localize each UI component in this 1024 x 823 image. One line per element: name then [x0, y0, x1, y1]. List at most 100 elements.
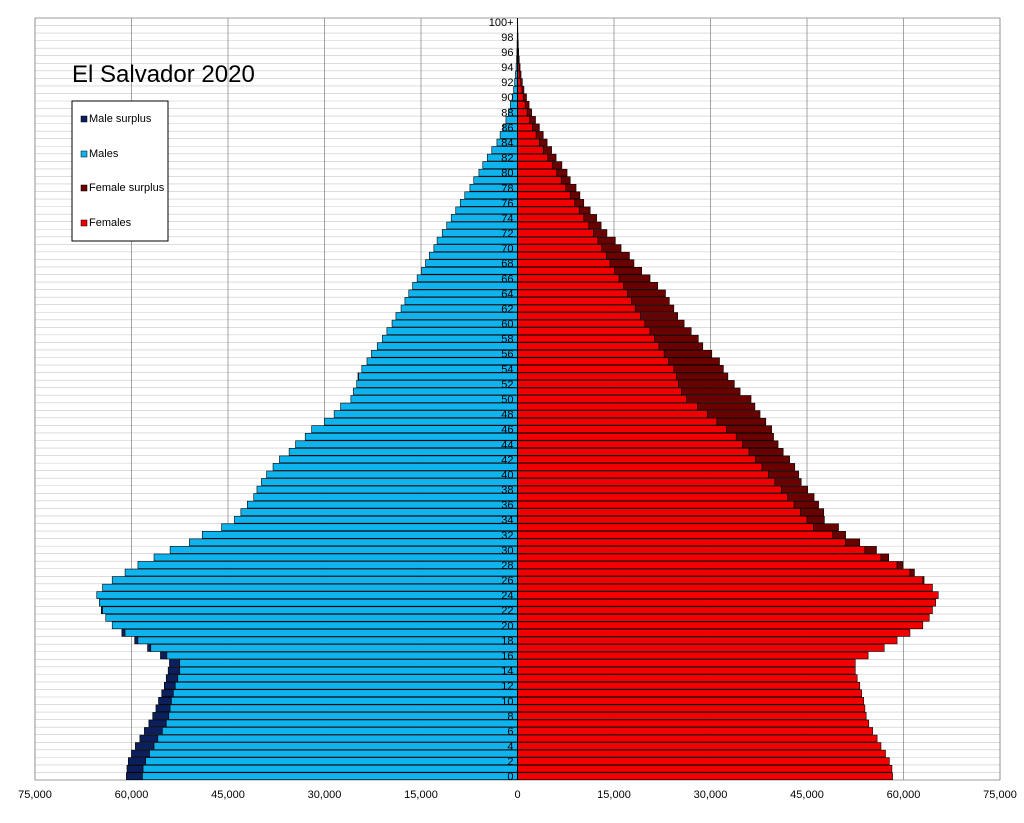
bar-male: [324, 417, 518, 426]
bar-male: [142, 772, 518, 780]
age-label: 14: [501, 666, 513, 678]
bar-female: [517, 629, 911, 637]
bar-male-surplus: [126, 772, 143, 780]
bar-female: [517, 712, 867, 720]
bar-female: [517, 282, 624, 290]
bar-female-surplus: [780, 485, 808, 494]
bar-male: [96, 591, 518, 599]
bar-male: [240, 508, 518, 516]
bar-male: [279, 455, 518, 464]
bar-male-surplus: [148, 719, 167, 728]
bar-female-surplus: [521, 85, 525, 94]
bar-male: [105, 614, 518, 622]
age-label: 42: [501, 454, 513, 466]
legend-box: [71, 100, 169, 242]
bar-male: [358, 372, 518, 381]
age-label: 20: [501, 620, 513, 632]
bar-female: [517, 432, 737, 441]
bar-female: [517, 199, 576, 207]
bar-male: [102, 606, 518, 615]
bar-female-surplus: [845, 538, 861, 547]
bar-female-surplus: [601, 244, 622, 252]
bar-female-surplus: [574, 199, 585, 207]
bar-female-surplus: [896, 561, 904, 569]
age-label: 98: [501, 32, 513, 44]
legend-swatch-female-surplus: [80, 184, 88, 192]
x-tick-label: 30,000: [308, 789, 342, 801]
bar-male: [361, 365, 518, 373]
bar-male: [179, 666, 518, 675]
bar-female-surplus: [681, 387, 741, 396]
bar-male: [340, 402, 518, 411]
bar-male: [171, 697, 518, 705]
age-label: 82: [501, 153, 513, 165]
bar-female: [517, 734, 878, 743]
bar-male-surplus: [139, 734, 159, 743]
bar-male: [124, 629, 518, 637]
bar-male-surplus: [152, 712, 170, 720]
bar-female-surplus: [551, 161, 563, 169]
age-label: 76: [501, 198, 513, 210]
bar-female: [517, 568, 911, 577]
bar-female: [517, 689, 862, 698]
age-label: 86: [501, 122, 513, 134]
bar-male: [189, 538, 518, 547]
age-label: 88: [501, 107, 513, 119]
x-tick-label: 0: [514, 789, 520, 801]
bar-female: [517, 614, 930, 622]
bar-female: [517, 621, 924, 630]
bar-female: [517, 591, 939, 599]
bar-male: [266, 470, 518, 479]
bar-male: [400, 304, 518, 313]
age-label: 50: [501, 394, 513, 406]
age-label: 8: [507, 711, 513, 723]
age-label: 74: [501, 213, 513, 225]
bar-male: [386, 327, 518, 335]
bar-male: [177, 674, 518, 682]
bar-female-surplus: [565, 183, 577, 192]
bar-male-surplus: [134, 636, 139, 645]
age-label: 18: [501, 635, 513, 647]
bar-female-surplus: [518, 55, 520, 64]
bar-female-surplus: [614, 266, 642, 275]
age-label: 56: [501, 349, 513, 361]
bar-female-surplus: [755, 455, 790, 464]
bar-female: [517, 334, 655, 343]
age-label: 4: [507, 741, 513, 753]
bar-male: [356, 380, 518, 388]
bar-male: [395, 312, 518, 320]
age-label: 68: [501, 258, 513, 270]
legend-swatch-females: [80, 219, 88, 227]
bar-male: [166, 651, 518, 660]
bar-female: [517, 168, 558, 177]
bar-female-surplus: [593, 229, 608, 237]
age-label: 10: [501, 696, 513, 708]
bar-female-surplus: [793, 500, 819, 509]
bar-male: [174, 681, 518, 690]
bar-male-surplus: [127, 757, 146, 765]
bar-male-surplus: [164, 681, 176, 690]
x-tick-label: 45,000: [211, 789, 245, 801]
bar-female: [517, 425, 727, 433]
bar-female-surplus: [597, 236, 616, 245]
bar-female: [517, 749, 886, 758]
age-labels: 0246810121416182022242628303234363840424…: [489, 17, 514, 783]
bar-female: [517, 229, 594, 237]
bar-female: [517, 387, 682, 396]
bar-male: [382, 334, 518, 343]
bar-female: [517, 719, 870, 728]
bar-female: [517, 100, 526, 109]
bar-female-surplus: [864, 546, 877, 554]
bar-female-surplus: [631, 297, 670, 305]
bar-male: [350, 395, 518, 403]
bar-female-surplus: [726, 425, 772, 433]
age-label: 0: [507, 771, 513, 783]
legend-label-males: Males: [89, 148, 119, 160]
bar-female-surplus: [697, 402, 756, 411]
bar-female-surplus: [524, 100, 530, 109]
bar-female-surplus: [535, 131, 544, 139]
bar-male: [124, 568, 518, 577]
legend-label-females: Females: [89, 217, 132, 229]
age-label: 80: [501, 168, 513, 180]
